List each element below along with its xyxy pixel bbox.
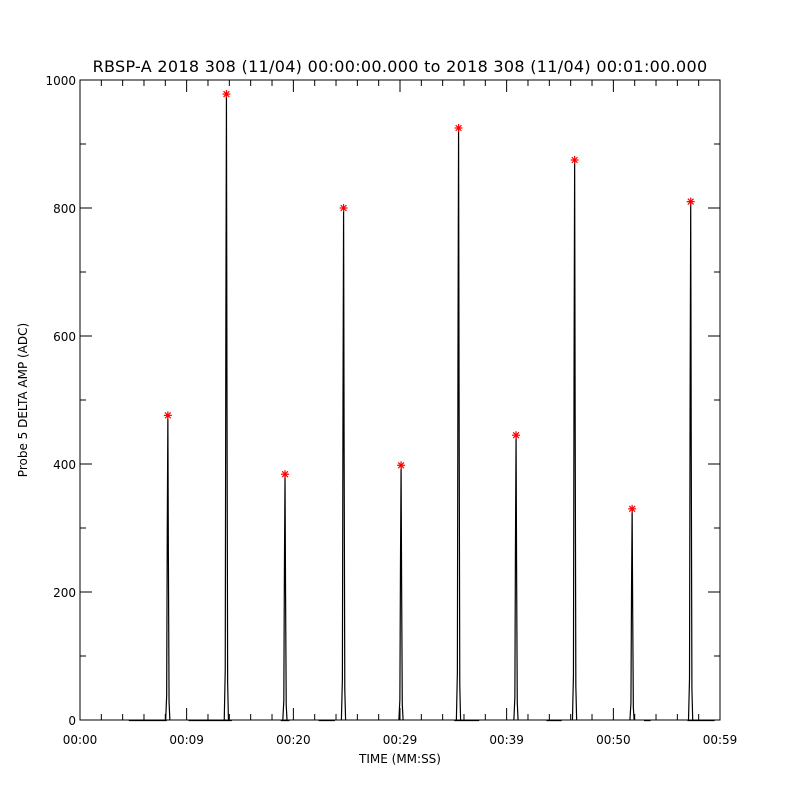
spike-line xyxy=(398,465,404,721)
y-tick-label: 400 xyxy=(53,458,76,472)
spike-line xyxy=(165,415,171,721)
y-tick-label: 200 xyxy=(53,586,76,600)
y-tick-label: 800 xyxy=(53,202,76,216)
y-tick-label: 600 xyxy=(53,330,76,344)
x-tick-label: 00:39 xyxy=(489,733,524,747)
ticks-layer: 00:00 00:09 00:20 00:29 00:39 00:50 00:59 0 200 4… xyxy=(45,74,737,747)
x-tick-label: 00:59 xyxy=(703,733,738,747)
x-tick-label: 00:09 xyxy=(169,733,204,747)
x-tick-label: 00:00 xyxy=(63,733,98,747)
peak-marker xyxy=(512,431,521,440)
spike-line xyxy=(571,159,578,721)
peak-marker xyxy=(686,197,695,206)
spike-line xyxy=(687,201,694,721)
y-tick-label: 1000 xyxy=(45,74,76,88)
peak-marker xyxy=(397,461,406,470)
x-axis-label: TIME (MM:SS) xyxy=(358,752,441,766)
spike-line xyxy=(455,127,462,721)
spike-line xyxy=(340,207,347,721)
y-tick-label: 0 xyxy=(68,714,76,728)
peak-marker xyxy=(628,504,637,513)
markers-layer xyxy=(163,90,695,513)
y-axis-label: Probe 5 DELTA AMP (ADC) xyxy=(16,323,30,477)
series-layer xyxy=(128,94,715,722)
peak-marker xyxy=(281,470,290,479)
peak-marker xyxy=(339,204,348,212)
spike-line xyxy=(629,508,635,721)
spike-line xyxy=(223,94,230,721)
peak-marker xyxy=(222,90,231,99)
peak-marker xyxy=(163,411,172,420)
x-tick-label: 00:29 xyxy=(383,733,418,747)
peak-marker xyxy=(454,124,463,132)
spike-line xyxy=(282,474,288,721)
spike-line xyxy=(513,435,519,721)
chart-title: RBSP-A 2018 308 (11/04) 00:00:00.000 to … xyxy=(93,57,708,76)
x-tick-label: 00:50 xyxy=(596,733,631,747)
x-tick-label: 00:20 xyxy=(276,733,311,747)
peak-marker xyxy=(570,156,579,164)
